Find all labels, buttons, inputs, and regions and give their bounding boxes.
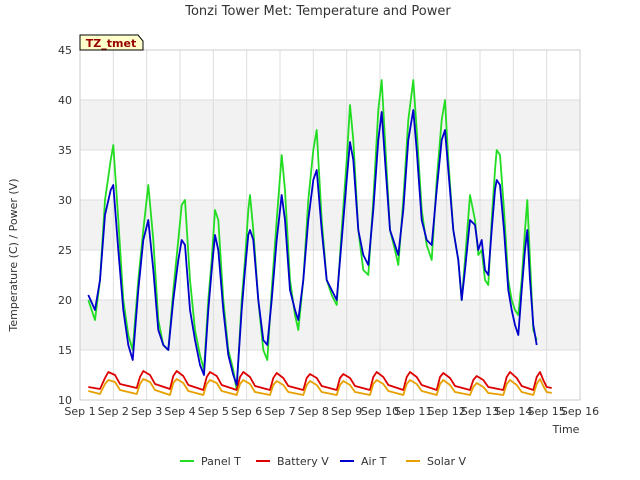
annotation-box: TZ_tmet xyxy=(79,34,144,51)
plot-frame xyxy=(79,49,581,401)
legend: Panel T Battery V Air T Solar V xyxy=(180,455,467,468)
legend-label: Solar V xyxy=(427,455,467,468)
x-tick-label: Sep 16 xyxy=(561,405,599,418)
x-tick-label: Sep 8 xyxy=(298,405,329,418)
x-tick-label: Sep 10 xyxy=(361,405,399,418)
plot-band xyxy=(80,300,580,350)
x-tick-label: Sep 14 xyxy=(494,405,532,418)
x-tick-label: Sep 1 xyxy=(64,405,95,418)
annotation-label: TZ_tmet xyxy=(86,37,136,50)
legend-label: Air T xyxy=(361,455,387,468)
x-axis-label: Time xyxy=(552,423,580,436)
y-tick-label: 10 xyxy=(58,394,72,407)
y-axis-ticks: 10 15 20 25 30 35 40 45 xyxy=(58,44,72,407)
x-tick-label: Sep 13 xyxy=(461,405,499,418)
y-tick-label: 15 xyxy=(58,344,72,357)
series-layer xyxy=(87,79,552,396)
legend-label: Panel T xyxy=(201,455,241,468)
x-tick-label: Sep 15 xyxy=(528,405,566,418)
plot-band xyxy=(80,100,580,150)
plot-band xyxy=(80,200,580,250)
y-tick-label: 35 xyxy=(58,144,72,157)
x-tick-label: Sep 7 xyxy=(264,405,295,418)
y-axis-label: Temperature (C) / Power (V) xyxy=(7,178,20,332)
y-tick-label: 20 xyxy=(58,294,72,307)
y-tick-label: 25 xyxy=(58,244,72,257)
series-line-solar-v xyxy=(88,378,552,396)
x-axis-ticks: Sep 1 Sep 2 Sep 3 Sep 4 Sep 5 Sep 6 Sep 7 Sep 8… xyxy=(64,405,599,418)
x-tick-label: Sep 9 xyxy=(331,405,362,418)
y-tick-label: 30 xyxy=(58,194,72,207)
x-tick-label: Sep 6 xyxy=(231,405,262,418)
x-tick-label: Sep 3 xyxy=(131,405,162,418)
x-tick-label: Sep 5 xyxy=(198,405,229,418)
plot-bands xyxy=(80,100,580,350)
y-tick-label: 40 xyxy=(58,94,72,107)
legend-label: Battery V xyxy=(277,455,329,468)
series-line-air-t xyxy=(87,109,538,386)
x-tick-label: Sep 2 xyxy=(98,405,129,418)
series-line-battery-v xyxy=(88,370,552,391)
x-tick-label: Sep 4 xyxy=(164,405,195,418)
chart-title: Tonzi Tower Met: Temperature and Power xyxy=(184,4,451,19)
x-tick-label: Sep 11 xyxy=(394,405,432,418)
y-tick-label: 45 xyxy=(58,44,72,57)
x-tick-label: Sep 12 xyxy=(428,405,466,418)
